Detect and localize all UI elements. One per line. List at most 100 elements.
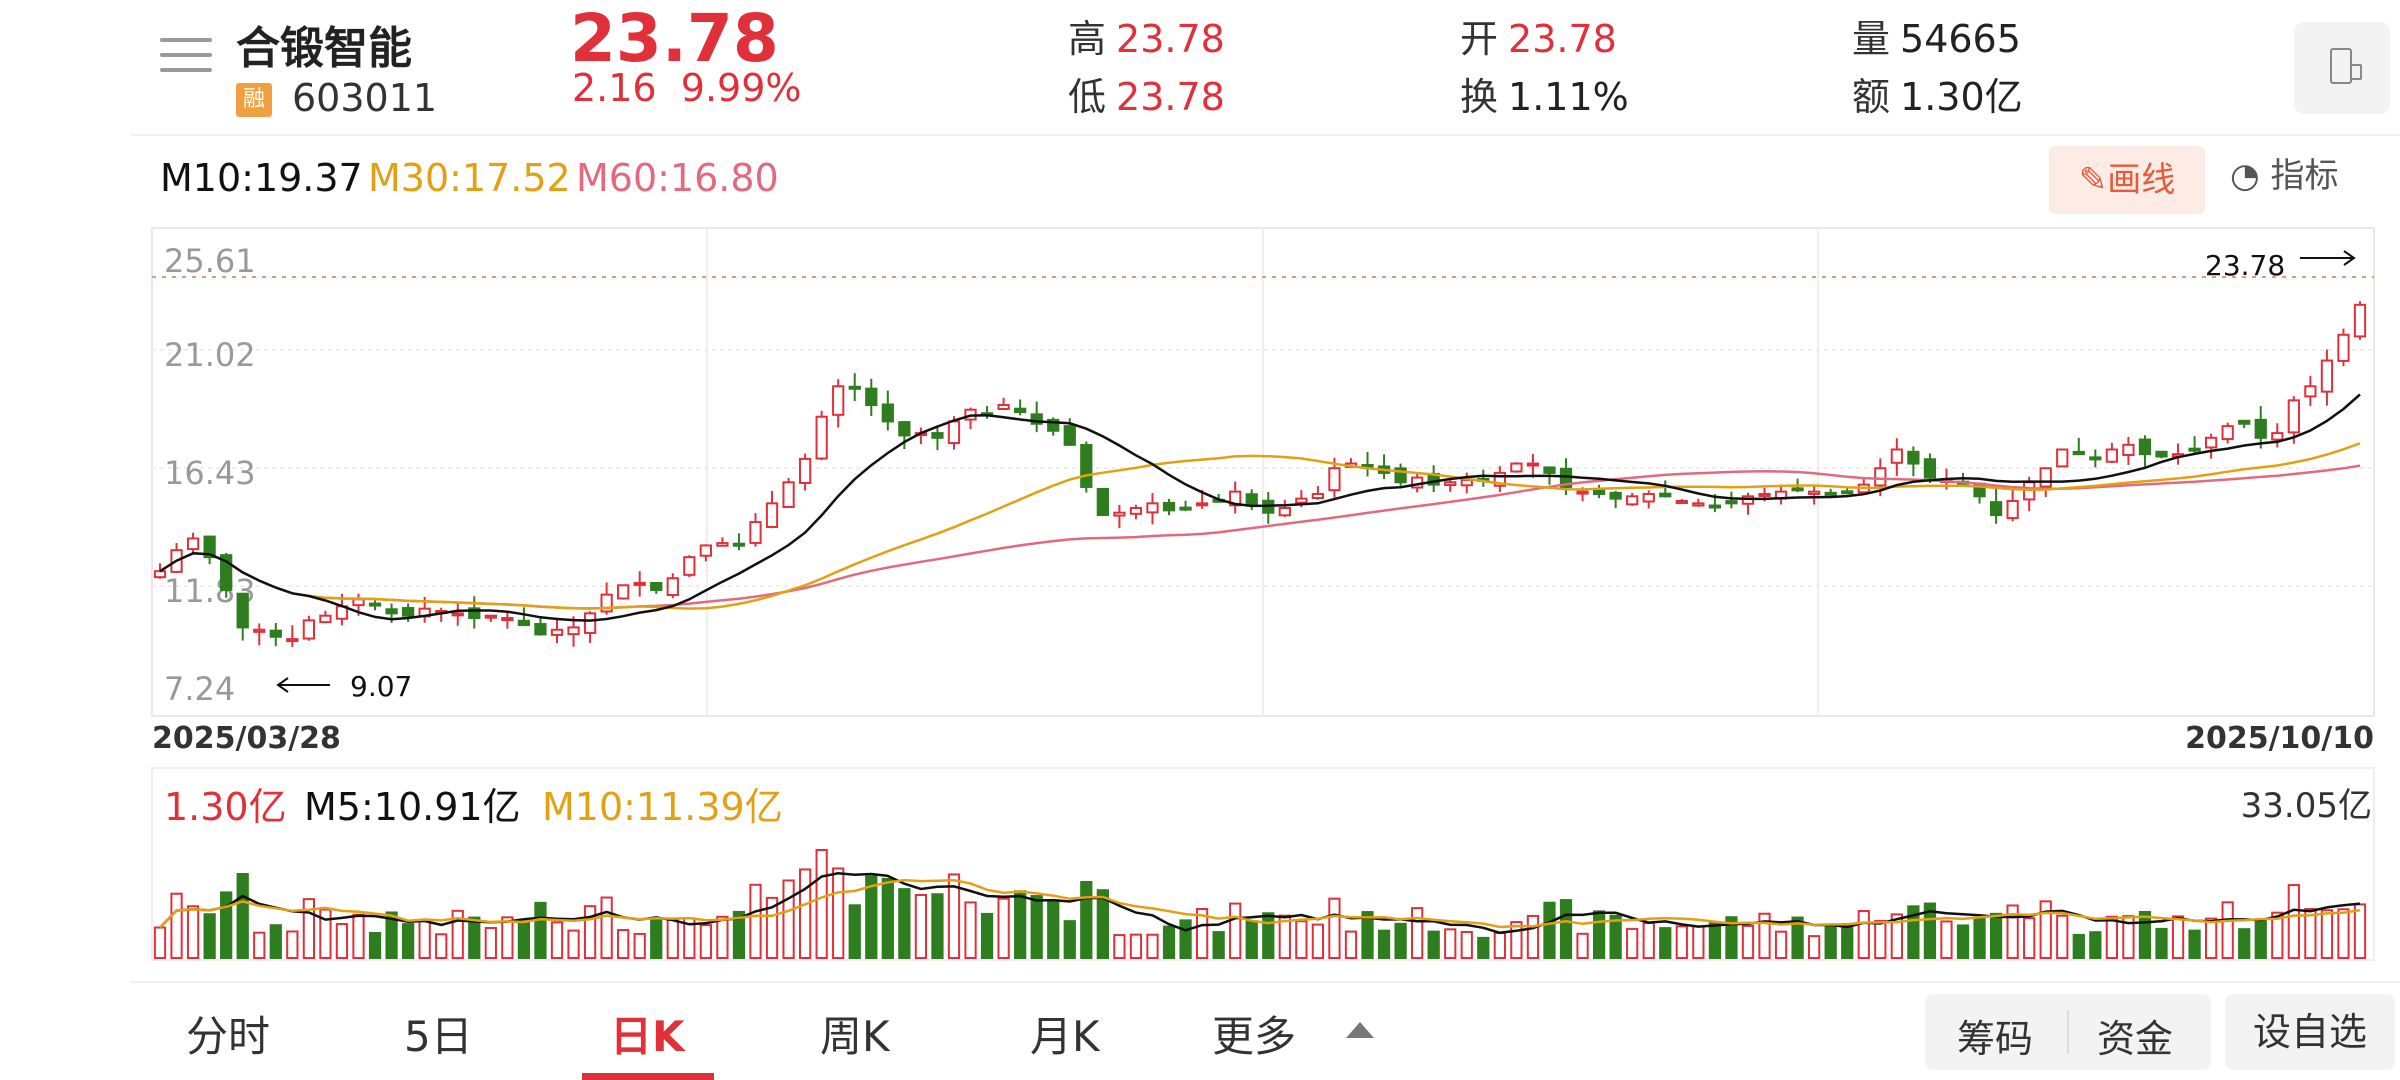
candle-body bbox=[815, 415, 828, 460]
arrow-icon bbox=[2343, 250, 2356, 266]
volume-bar bbox=[931, 893, 944, 959]
candle-body bbox=[666, 577, 679, 597]
volume-current: 1.30亿 bbox=[164, 785, 287, 829]
volume-bar bbox=[401, 923, 415, 959]
volume-bar bbox=[1956, 924, 1970, 960]
caret-up-icon[interactable] bbox=[1346, 1022, 1374, 1038]
candle-body bbox=[1113, 511, 1126, 517]
tab-day-k[interactable]: 日K bbox=[610, 1012, 685, 1061]
candle-body bbox=[2304, 385, 2317, 398]
indicator-label: 指标 bbox=[2270, 156, 2339, 196]
chips-button[interactable]: 筹码 bbox=[1957, 1017, 2034, 1061]
volume-bar bbox=[1923, 902, 1937, 959]
max-price-marker: 23.78 bbox=[2205, 249, 2285, 282]
volume-bar bbox=[1229, 902, 1242, 959]
volume-bar bbox=[1278, 914, 1291, 959]
volume-bar bbox=[1311, 923, 1325, 960]
candle-body bbox=[1245, 493, 1258, 507]
tab-fenshi[interactable]: 分时 bbox=[186, 1012, 271, 1061]
turnover-quote: 换 1.11% bbox=[1460, 66, 1629, 121]
volume-bar bbox=[484, 926, 497, 959]
menu-icon[interactable] bbox=[160, 38, 212, 88]
volume-bar bbox=[269, 924, 282, 959]
candle-body bbox=[2337, 333, 2350, 362]
candle-body bbox=[947, 420, 961, 445]
candle-body bbox=[1791, 487, 1804, 492]
volume-bar bbox=[1411, 907, 1424, 959]
low-label: 低 bbox=[1068, 75, 1107, 119]
candle-body bbox=[1609, 491, 1622, 500]
candle-body bbox=[699, 544, 712, 557]
stock-code: 603011 bbox=[292, 76, 438, 120]
volume-bar bbox=[1477, 936, 1490, 960]
open-quote: 开 23.78 bbox=[1460, 8, 1617, 63]
tab-week-k[interactable]: 周K bbox=[820, 1012, 890, 1061]
volume-bar bbox=[964, 901, 977, 960]
volume-bar bbox=[550, 921, 564, 960]
arrow-icon bbox=[276, 677, 289, 693]
candle-body bbox=[1080, 443, 1093, 488]
tab-more[interactable]: 更多 bbox=[1212, 1012, 1297, 1061]
ma30-line bbox=[193, 442, 2361, 610]
y-tick-label: 25.61 bbox=[164, 242, 256, 280]
candle-body bbox=[650, 581, 663, 591]
volume-bar bbox=[1460, 930, 1473, 960]
open-label: 开 bbox=[1460, 17, 1499, 61]
add-watchlist-button[interactable]: 设自选 bbox=[2225, 994, 2395, 1070]
volume-bar bbox=[1675, 925, 1688, 959]
landscape-toggle-button[interactable] bbox=[2294, 22, 2390, 114]
volume-bar bbox=[2337, 908, 2350, 959]
volume-bar bbox=[2155, 927, 2168, 959]
volume-bar bbox=[1080, 880, 1093, 959]
draw-line-button[interactable]: ✎画线 bbox=[2049, 146, 2205, 214]
candle-body bbox=[1195, 502, 1209, 507]
volume-bar bbox=[1890, 913, 1903, 959]
volume-bar bbox=[1526, 914, 1540, 960]
change-value: 2.16 bbox=[572, 66, 657, 110]
volume-bar bbox=[1824, 924, 1837, 959]
candle-body bbox=[2238, 419, 2251, 425]
y-tick-label: 21.02 bbox=[164, 336, 256, 374]
volume-m10-legend: M10:11.39亿 bbox=[542, 785, 783, 829]
volume-bar bbox=[567, 929, 580, 959]
open-value: 23.78 bbox=[1508, 17, 1617, 61]
volume-bar bbox=[1030, 895, 1043, 959]
candle-body bbox=[501, 617, 514, 622]
volume-m10-line bbox=[159, 878, 2361, 929]
candle-body bbox=[236, 592, 249, 629]
candle-body bbox=[1989, 501, 2003, 517]
candle-body bbox=[2188, 447, 2201, 452]
volume-bar bbox=[2205, 917, 2218, 960]
tab-month-k[interactable]: 月K bbox=[1030, 1012, 1100, 1061]
candle-body bbox=[2072, 450, 2085, 456]
volume-bar bbox=[418, 919, 431, 960]
volume-bar bbox=[1973, 918, 1986, 959]
volume-bar bbox=[236, 872, 249, 960]
tab-5day[interactable]: 5日 bbox=[404, 1012, 473, 1061]
funds-button[interactable]: 资金 bbox=[2097, 1017, 2174, 1061]
high-quote: 高 23.78 bbox=[1068, 8, 1225, 63]
candle-body bbox=[1328, 467, 1341, 492]
volume-frame bbox=[151, 767, 2375, 961]
candle-body bbox=[1642, 492, 1655, 503]
candle-body bbox=[1808, 490, 1821, 495]
volume-bar bbox=[1063, 920, 1076, 959]
volume-bar bbox=[1774, 930, 1788, 959]
price-change: 2.16 9.99% bbox=[572, 66, 802, 110]
candle-body bbox=[534, 623, 547, 636]
candle-body bbox=[2320, 359, 2334, 393]
volume-bar bbox=[782, 879, 795, 960]
chips-funds-group: 筹码 资金 bbox=[1925, 994, 2211, 1070]
volume-bar bbox=[153, 926, 167, 960]
x-start-date: 2025/03/28 bbox=[152, 721, 341, 756]
volume-bar bbox=[1692, 925, 1705, 959]
indicator-button[interactable]: ◔ 指标 bbox=[2230, 148, 2338, 197]
volume-bar bbox=[1493, 931, 1506, 960]
volume-bar bbox=[1328, 897, 1341, 959]
amount-label: 额 bbox=[1852, 75, 1891, 119]
volume-bar bbox=[2171, 915, 2185, 959]
candle-body bbox=[1129, 507, 1143, 515]
candle-body bbox=[2039, 467, 2052, 488]
volume-bar bbox=[1758, 912, 1771, 960]
